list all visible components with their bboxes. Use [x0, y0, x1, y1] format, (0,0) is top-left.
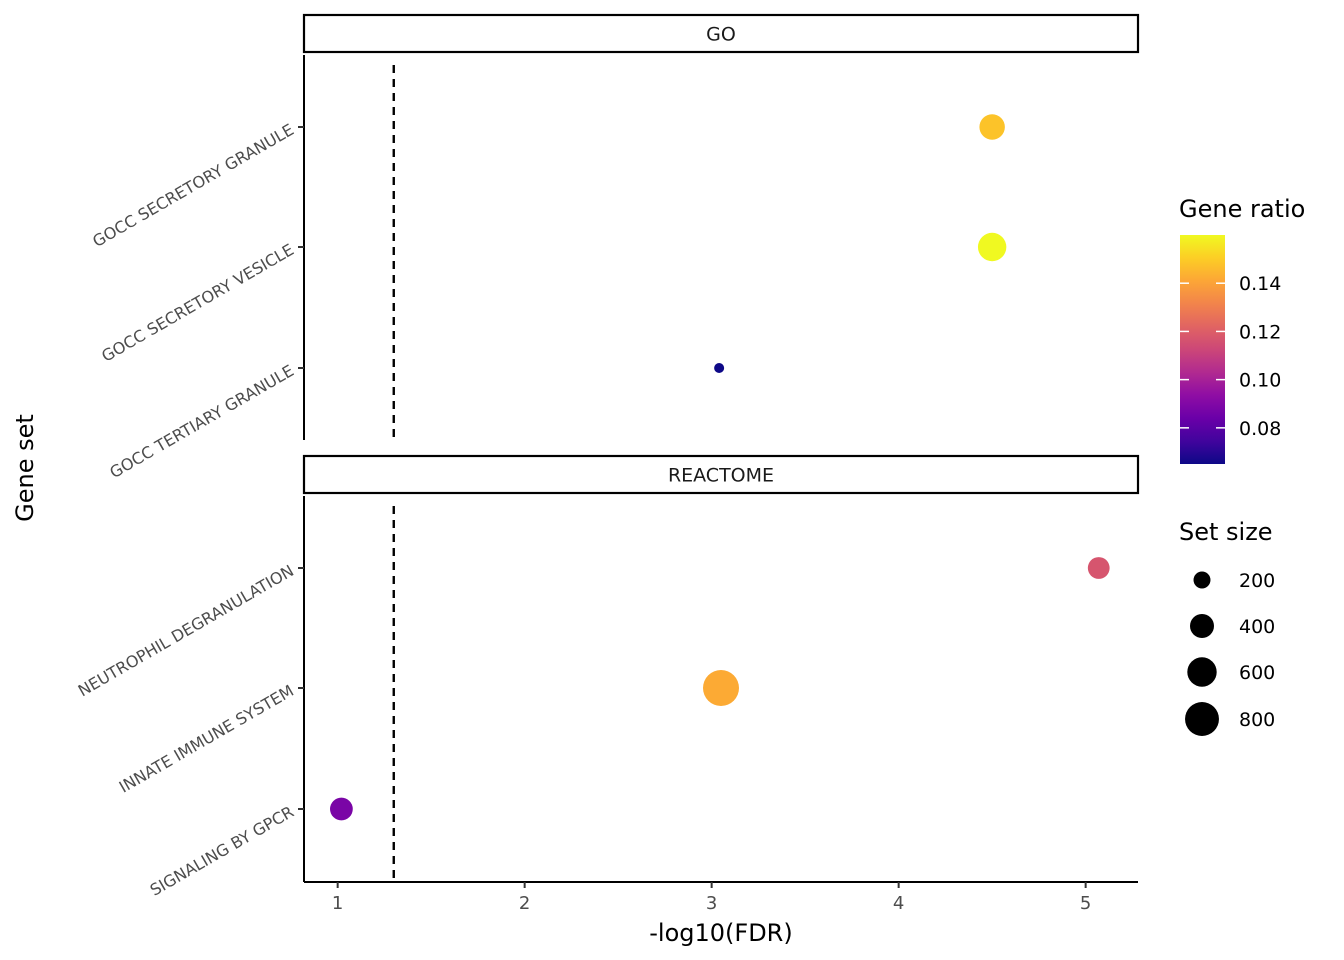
y-tick-label: GOCC TERTIARY GRANULE	[106, 361, 297, 482]
x-tick-label: 3	[706, 893, 717, 914]
data-point	[977, 232, 1007, 262]
facet-strip	[302, 454, 1140, 495]
x-tick-label: 5	[1080, 893, 1091, 914]
data-point	[703, 670, 739, 706]
x-tick-label: 1	[332, 893, 343, 914]
facet-strip-label: REACTOME	[668, 465, 774, 487]
x-axis: 1 2 3 4 5	[332, 882, 1091, 914]
size-legend-label: 400	[1239, 616, 1275, 638]
color-legend-label: 0.14	[1239, 273, 1281, 295]
color-legend-label: 0.10	[1239, 370, 1281, 392]
data-point	[1087, 557, 1110, 579]
y-tick-label: GOCC SECRETORY GRANULE	[89, 120, 297, 251]
size-legend: Set size 200 400 600 800	[1179, 518, 1275, 736]
size-legend-key	[1187, 657, 1217, 687]
color-legend-bar	[1180, 235, 1225, 464]
data-point	[714, 362, 725, 374]
size-legend-label: 600	[1239, 662, 1275, 684]
size-legend-label: 800	[1239, 709, 1275, 731]
color-legend-label: 0.12	[1239, 321, 1281, 343]
x-tick-label: 2	[519, 893, 530, 914]
y-tick-label: INNATE IMMUNE SYSTEM	[116, 681, 297, 797]
size-legend-label: 200	[1239, 570, 1275, 592]
x-tick-label: 4	[893, 893, 904, 914]
data-point	[330, 797, 353, 821]
color-legend-title: Gene ratio	[1179, 195, 1305, 223]
y-tick-label: SIGNALING BY GPCR	[147, 802, 297, 900]
y-tick-label: NEUTROPHIL DEGRANULATION	[75, 561, 297, 700]
y-axis-title: Gene set	[11, 414, 39, 522]
data-point	[979, 114, 1005, 140]
size-legend-key	[1190, 614, 1214, 638]
size-legend-key	[1193, 571, 1211, 589]
facet-strip	[302, 13, 1140, 54]
y-tick-label: GOCC SECRETORY VESICLE	[98, 240, 297, 366]
color-legend: Gene ratio 0.08 0.10 0.12 0.14	[1179, 195, 1305, 464]
facet-strip-label: GO	[706, 24, 736, 46]
size-legend-key	[1185, 702, 1219, 736]
x-axis-title: -log10(FDR)	[649, 919, 792, 947]
size-legend-title: Set size	[1179, 518, 1273, 546]
color-legend-label: 0.08	[1239, 418, 1281, 440]
